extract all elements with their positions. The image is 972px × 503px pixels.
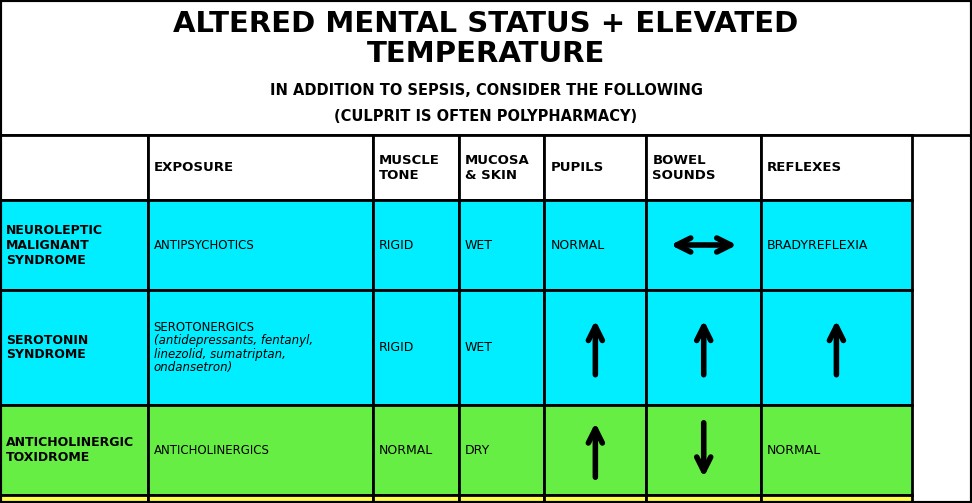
Text: PUPILS: PUPILS [550, 161, 604, 174]
Text: ALTERED MENTAL STATUS + ELEVATED: ALTERED MENTAL STATUS + ELEVATED [173, 10, 799, 38]
Bar [459, 135, 544, 200]
Bar [0, 290, 148, 405]
Bar [646, 290, 761, 405]
Text: NORMAL: NORMAL [767, 444, 821, 457]
Bar [148, 495, 373, 503]
Bar [0, 0, 972, 135]
Bar [373, 135, 459, 200]
Text: ANTICHOLINERGIC
TOXIDROME: ANTICHOLINERGIC TOXIDROME [6, 436, 134, 464]
Bar [761, 495, 912, 503]
Bar [544, 200, 646, 290]
Text: RIGID: RIGID [379, 341, 415, 354]
Bar [459, 290, 544, 405]
Text: (antidepressants, fentanyl,: (antidepressants, fentanyl, [154, 334, 313, 347]
Text: NORMAL: NORMAL [550, 238, 605, 252]
Bar [761, 135, 912, 200]
Bar [148, 290, 373, 405]
Text: EXPOSURE: EXPOSURE [154, 161, 234, 174]
Text: BRADYREFLEXIA: BRADYREFLEXIA [767, 238, 868, 252]
Bar [646, 135, 761, 200]
Bar [148, 405, 373, 495]
Bar [459, 200, 544, 290]
Bar [646, 405, 761, 495]
Bar [544, 290, 646, 405]
Bar [646, 495, 761, 503]
Text: ANTIPSYCHOTICS: ANTIPSYCHOTICS [154, 238, 255, 252]
Bar [373, 290, 459, 405]
Bar [761, 200, 912, 290]
Bar [761, 290, 912, 405]
Text: SEROTONERGICS: SEROTONERGICS [154, 321, 255, 334]
Text: (CULPRIT IS OFTEN POLYPHARMACY): (CULPRIT IS OFTEN POLYPHARMACY) [334, 109, 638, 124]
Text: NEUROLEPTIC
MALIGNANT
SYNDROME: NEUROLEPTIC MALIGNANT SYNDROME [6, 223, 103, 267]
Bar [0, 200, 148, 290]
Bar [373, 405, 459, 495]
Bar [544, 405, 646, 495]
Text: MUCOSA
& SKIN: MUCOSA & SKIN [465, 153, 530, 182]
Text: REFLEXES: REFLEXES [767, 161, 842, 174]
Bar [0, 405, 148, 495]
Bar [544, 135, 646, 200]
Bar [544, 495, 646, 503]
Text: DRY: DRY [465, 444, 490, 457]
Text: BOWEL
SOUNDS: BOWEL SOUNDS [652, 153, 716, 182]
Text: SEROTONIN
SYNDROME: SEROTONIN SYNDROME [6, 333, 88, 362]
Text: RIGID: RIGID [379, 238, 415, 252]
Bar [761, 405, 912, 495]
Text: WET: WET [465, 341, 493, 354]
Bar [459, 495, 544, 503]
Text: IN ADDITION TO SEPSIS, CONSIDER THE FOLLOWING: IN ADDITION TO SEPSIS, CONSIDER THE FOLL… [269, 83, 703, 98]
Bar [0, 495, 148, 503]
Text: NORMAL: NORMAL [379, 444, 434, 457]
Bar [373, 495, 459, 503]
Text: MUSCLE
TONE: MUSCLE TONE [379, 153, 440, 182]
Text: ANTICHOLINERGICS: ANTICHOLINERGICS [154, 444, 269, 457]
Text: TEMPERATURE: TEMPERATURE [366, 40, 606, 68]
Bar [0, 135, 148, 200]
Text: WET: WET [465, 238, 493, 252]
Bar [459, 405, 544, 495]
Text: ondansetron): ondansetron) [154, 361, 233, 374]
Bar [148, 135, 373, 200]
Bar [148, 200, 373, 290]
Text: linezolid, sumatriptan,: linezolid, sumatriptan, [154, 348, 286, 361]
Bar [373, 200, 459, 290]
Bar [646, 200, 761, 290]
